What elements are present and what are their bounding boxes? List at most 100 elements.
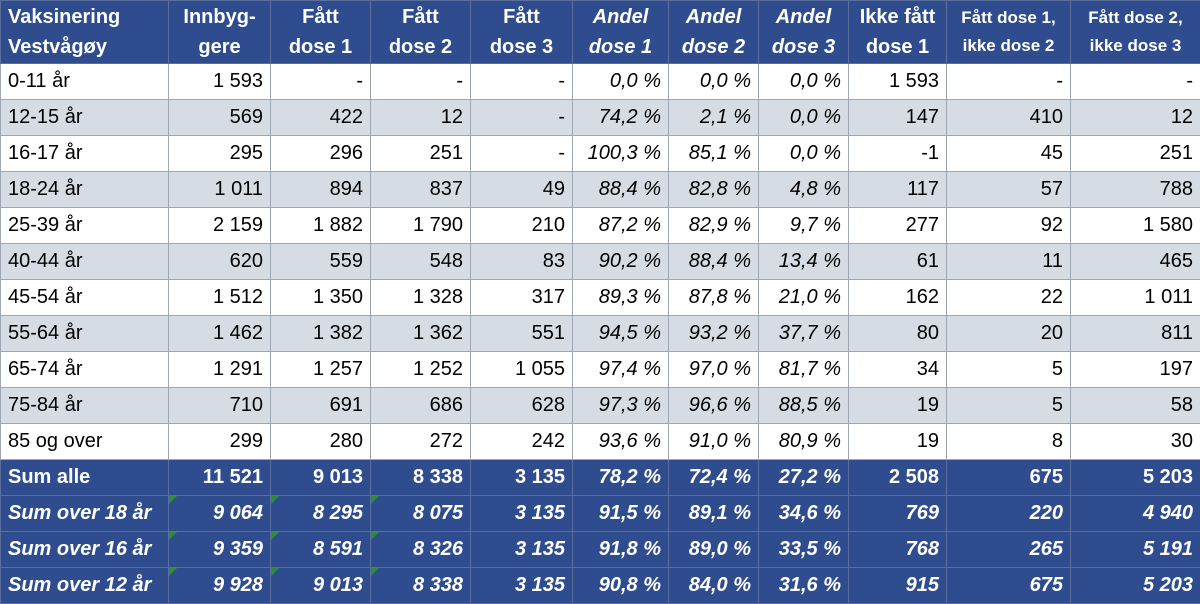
cell-value: 422 xyxy=(330,106,363,128)
cell-value: 1 593 xyxy=(213,70,263,92)
table-cell: 87,8 % xyxy=(669,280,759,316)
table-cell: 74,2 % xyxy=(573,100,669,136)
cell-value: 87,8 % xyxy=(689,286,751,308)
table-cell: 34 xyxy=(849,352,947,388)
table-cell: 61 xyxy=(849,244,947,280)
cell-value: 620 xyxy=(230,250,263,272)
cell-value: 5 xyxy=(1052,394,1063,416)
cell-value: 8 xyxy=(1052,430,1063,452)
row-label: Sum alle xyxy=(1,460,169,496)
table-cell: 3 135 xyxy=(471,460,573,496)
table-cell: 91,8 % xyxy=(573,532,669,568)
table-cell: 1 055 xyxy=(471,352,573,388)
table-cell: 57 xyxy=(947,172,1071,208)
table-cell: 551 xyxy=(471,316,573,352)
table-cell: 277 xyxy=(849,208,947,244)
table-cell: 19 xyxy=(849,424,947,460)
cell-value: 242 xyxy=(532,430,565,452)
negative-marker: - xyxy=(921,142,928,164)
cell-value: 548 xyxy=(430,250,463,272)
cell-value: 78,2 % xyxy=(599,466,661,488)
cell-value: 89,1 % xyxy=(689,502,751,524)
row-label-text: 85 og over xyxy=(8,430,103,452)
cell-value: 81,7 % xyxy=(779,358,841,380)
cell-value: 1 011 xyxy=(1144,286,1193,308)
table-cell: 1 350 xyxy=(271,280,371,316)
cell-value: 2 508 xyxy=(889,466,939,488)
table-cell: 8 075 xyxy=(371,496,471,532)
cell-value: 0,0 % xyxy=(700,70,751,92)
table-cell: 97,0 % xyxy=(669,352,759,388)
cell-value: 84,0 % xyxy=(689,574,751,596)
table-cell: 2 508 xyxy=(849,460,947,496)
table-cell: 5 xyxy=(947,352,1071,388)
row-label: 12-15 år xyxy=(1,100,169,136)
cell-value: 87,2 % xyxy=(599,214,661,236)
cell-value: 147 xyxy=(906,106,939,128)
table-cell: 0,0 % xyxy=(759,100,849,136)
table-cell: 100,3 % xyxy=(573,136,669,172)
cell-value: 2 159 xyxy=(213,214,263,236)
table-cell: 93,6 % xyxy=(573,424,669,460)
table-cell: 89,1 % xyxy=(669,496,759,532)
row-label: 16-17 år xyxy=(1,136,169,172)
cell-value: 317 xyxy=(532,286,565,308)
table-cell: 768 xyxy=(849,532,947,568)
cell-value: 19 xyxy=(917,430,939,452)
row-label: 25-39 år xyxy=(1,208,169,244)
table-cell: 89,3 % xyxy=(573,280,669,316)
table-cell: -1 xyxy=(849,136,947,172)
row-label-text: Sum over 18 år xyxy=(8,502,151,524)
table-cell: 1 512 xyxy=(169,280,271,316)
table-cell: 84,0 % xyxy=(669,568,759,604)
table-cell: 87,2 % xyxy=(573,208,669,244)
table-cell: 72,4 % xyxy=(669,460,759,496)
cell-value: 82,8 % xyxy=(689,178,751,200)
table-cell: 1 257 xyxy=(271,352,371,388)
table-cell: 299 xyxy=(169,424,271,460)
cell-value: 100,3 % xyxy=(588,142,661,164)
cell-value: 11 521 xyxy=(203,466,263,488)
table-cell: 272 xyxy=(371,424,471,460)
cell-value: 91,5 % xyxy=(599,502,661,524)
cell-value: 9 064 xyxy=(213,502,263,524)
table-cell: 85,1 % xyxy=(669,136,759,172)
table-cell: 837 xyxy=(371,172,471,208)
cell-value: 5 xyxy=(1052,358,1063,380)
cell-value: 57 xyxy=(1041,178,1063,200)
table-cell: 82,8 % xyxy=(669,172,759,208)
cell-value: 8 075 xyxy=(413,502,463,524)
table-cell: 21,0 % xyxy=(759,280,849,316)
table-cell: 91,5 % xyxy=(573,496,669,532)
row-label-text: 12-15 år xyxy=(8,106,83,128)
table-cell: 78,2 % xyxy=(573,460,669,496)
cell-value: 97,0 % xyxy=(689,358,751,380)
cell-value: 82,9 % xyxy=(689,214,751,236)
table-cell: 2 159 xyxy=(169,208,271,244)
table-cell: 894 xyxy=(271,172,371,208)
table-cell: 2,1 % xyxy=(669,100,759,136)
table-cell: 559 xyxy=(271,244,371,280)
cell-value: 5 191 xyxy=(1143,538,1193,560)
cell-value: 210 xyxy=(532,214,565,236)
cell-value: 1 350 xyxy=(313,286,363,308)
cell-value: 72,4 % xyxy=(689,466,751,488)
table-cell: 3 135 xyxy=(471,532,573,568)
cell-value: 9 928 xyxy=(213,574,263,596)
cell-value: 12 xyxy=(441,106,463,128)
table-cell: 1 362 xyxy=(371,316,471,352)
cell-value: 5 203 xyxy=(1143,466,1193,488)
table-cell: 1 011 xyxy=(1071,280,1200,316)
row-label-text: 65-74 år xyxy=(8,358,83,380)
cell-value: 117 xyxy=(907,178,939,200)
table-cell: 0,0 % xyxy=(573,64,669,100)
